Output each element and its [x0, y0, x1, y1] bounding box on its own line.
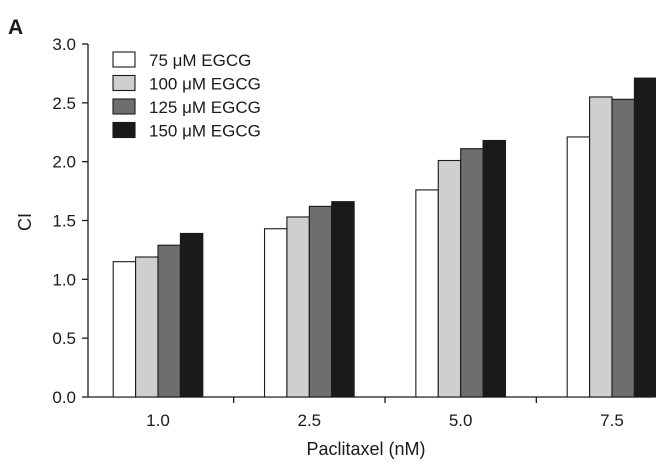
bar: [482, 139, 507, 398]
x-axis-title: Paclitaxel (nM): [306, 439, 425, 459]
legend-label: 150 μM EGCG: [149, 122, 261, 141]
y-tick-label: 3.0: [52, 35, 76, 54]
bar: [286, 216, 310, 398]
x-tick-label: 5.0: [449, 411, 473, 430]
bar: [263, 228, 288, 398]
bar: [308, 205, 333, 398]
legend: 75 μM EGCG 100 μM EGCG 125 μM EGCG 150 μM E…: [112, 51, 261, 141]
legend-label: 75 μM EGCG: [149, 51, 251, 70]
legend-swatch: [112, 74, 136, 92]
legend-swatch: [112, 98, 136, 115]
panel-label: A: [8, 16, 23, 39]
y-axis: 0.0 0.5 1.0 1.5 2.0 2.5 3.0: [52, 35, 89, 407]
y-tick-label: 2.5: [52, 94, 76, 113]
x-axis: 1.0 2.5 5.0 7.5: [88, 396, 652, 430]
bars: [112, 77, 656, 398]
bar: [415, 189, 439, 398]
y-tick-label: 1.0: [52, 270, 76, 289]
bar: [157, 244, 181, 398]
legend-swatch: [112, 51, 136, 68]
y-tick-label: 1.5: [52, 212, 76, 231]
y-tick-label: 0.0: [52, 388, 76, 407]
bar: [135, 256, 159, 398]
legend-label: 125 μM EGCG: [149, 98, 261, 117]
bar: [633, 77, 656, 398]
y-axis-title: CI: [15, 213, 35, 231]
legend-label: 100 μM EGCG: [149, 75, 261, 94]
bar: [611, 98, 635, 398]
bar: [460, 148, 484, 398]
bar: [112, 261, 137, 398]
bar: [589, 96, 613, 398]
bar: [566, 136, 591, 398]
y-tick-label: 2.0: [52, 153, 76, 172]
bar: [437, 159, 462, 398]
x-tick-label: 7.5: [600, 411, 624, 430]
legend-swatch: [112, 121, 136, 139]
x-tick-label: 1.0: [146, 411, 170, 430]
x-tick-label: 2.5: [298, 411, 322, 430]
bar: [331, 201, 355, 398]
bar: [179, 232, 204, 398]
y-tick-label: 0.5: [52, 329, 76, 348]
